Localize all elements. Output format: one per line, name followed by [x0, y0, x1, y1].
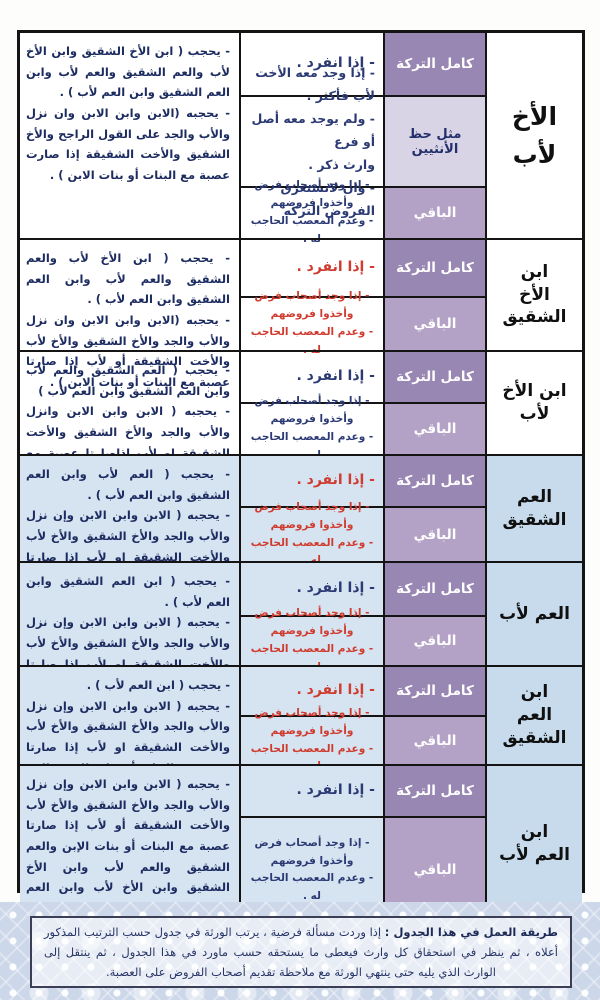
condition-text: - إذا وجد أصحاب فرض وأخذوا فروضهم - وعدم… — [241, 501, 385, 566]
share-label: كامل التركة — [385, 33, 485, 95]
condition-text: - إذا انفرد . — [241, 240, 385, 296]
heir-cell: ابن العم الشقيق — [485, 667, 582, 764]
share-label: الباقي — [385, 404, 485, 454]
share-subrow: الباقي - إذا وجد أصحاب فرض وأخذوا فروضهم… — [241, 290, 485, 356]
heir-cell: ابن الأخ الشقيق — [485, 240, 582, 350]
share-label: مثل حظ الأنثيين — [385, 97, 485, 186]
method-note-box: طريقة العمل في هذا الجدول : إذا وردت مسأ… — [30, 916, 572, 988]
condition-text: - إذا وجد معه الأخت لأب فأكثر . - ولم يو… — [241, 65, 385, 218]
condition-text: - إذا انفرد . — [241, 766, 385, 816]
blocking-rules: - يحجب ( ابن العم الشقيق وابن العم لأب )… — [20, 563, 239, 733]
heir-name: الأخ لأب — [511, 102, 558, 169]
blocking-rules: - يحجب ( ابن الأخ الشقيق وابن الأخ لأب و… — [26, 44, 230, 183]
condition-text: - إذا انفرد . — [241, 33, 385, 95]
share-subrow: كامل التركة - إذا انفرد . — [241, 352, 485, 402]
heir-name: ابن العم الشقيق — [502, 682, 567, 748]
condition-text: - إذا وجد أصحاب فرض وأخذوا فروضهم - وعدم… — [241, 290, 385, 356]
inheritance-table: الأخ لأب كامل التركة - إذا انفرد . مثل ح… — [17, 30, 585, 923]
share-subrow: كامل التركة - إذا انفرد . — [241, 563, 485, 615]
share-label: الباقي — [385, 617, 485, 665]
condition-text: - إذا وجد أصحاب فرض وأخذوا فروضهم - وعدم… — [241, 179, 385, 245]
share-subrow: كامل التركة - إذا انفرد . — [241, 766, 485, 816]
heir-name: ابن الأخ لأب — [502, 381, 567, 424]
heir-cell: العم لأب — [485, 563, 582, 665]
condition-text: - إذا وجد أصحاب فرض وأخذوا فروضهم - وعدم… — [241, 607, 385, 673]
condition-text: - إذا انفرد . — [241, 352, 385, 402]
share-subrow: الباقي - إذا وجد أصحاب فرض وأخذوا فروضهم… — [241, 707, 485, 772]
table-row: العم الشقيق كامل التركة - إذا انفرد . ال… — [20, 454, 582, 605]
share-label: كامل التركة — [385, 240, 485, 296]
table-row: ابن الأخ الشقيق كامل التركة - إذا انفرد … — [20, 238, 582, 390]
condition-text: - إذا انفرد . — [241, 667, 385, 715]
share-subrow: الباقي - إذا وجد أصحاب فرض وأخذوا فروضهم… — [241, 607, 485, 673]
method-note-text: طريقة العمل في هذا الجدول : إذا وردت مسأ… — [44, 922, 558, 982]
heir-name: العم الشقيق — [502, 486, 567, 530]
heir-name: ابن الأخ الشقيق — [502, 261, 567, 328]
heir-cell: العم الشقيق — [485, 456, 582, 561]
share-subrow: الباقي - إذا وجد أصحاب فرض وأخذوا فروضهم… — [241, 501, 485, 566]
share-subrow: كامل التركة - إذا انفرد . — [241, 667, 485, 715]
blocking-rules: - يحجب ( العم لأب وابن العم الشقيق وابن … — [20, 456, 239, 605]
table-row: العم لأب كامل التركة - إذا انفرد . الباق… — [20, 561, 582, 733]
method-note-body: إذا وردت مسألة فرضية ، يرتب الورثة في جد… — [44, 924, 558, 980]
blocking-rules: - يحجبه ( الابن وابن الابن وإن نزل والأب… — [20, 766, 239, 923]
share-label: كامل التركة — [385, 667, 485, 715]
share-condition-column: كامل التركة - إذا انفرد . الباقي - إذا و… — [239, 563, 485, 673]
heir-cell: ابن العم لأب — [485, 766, 582, 923]
table-row: ابن الأخ لأب كامل التركة - إذا انفرد . ا… — [20, 350, 582, 501]
share-label: كامل التركة — [385, 563, 485, 615]
share-condition-column: كامل التركة - إذا انفرد . الباقي - إذا و… — [239, 456, 485, 566]
share-subrow: كامل التركة - إذا انفرد . — [241, 33, 485, 95]
blocking-rules: - يحجب ( العم الشقيق والعم لأب وابن العم… — [26, 363, 230, 501]
heir-name: ابن العم لأب — [499, 822, 570, 866]
share-label: كامل التركة — [385, 766, 485, 816]
heir-name: العم لأب — [499, 603, 570, 624]
condition-text: - إذا وجد أصحاب فرض وأخذوا فروضهم - وعدم… — [241, 395, 385, 461]
share-condition-column: كامل التركة - إذا انفرد . الباقي - إذا و… — [239, 667, 485, 772]
share-label: كامل التركة — [385, 456, 485, 506]
table-row: الأخ لأب كامل التركة - إذا انفرد . مثل ح… — [20, 33, 582, 245]
share-subrow: الباقي - إذا وجد أصحاب فرض وأخذوا فروضهم… — [241, 395, 485, 461]
share-subrow: كامل التركة - إذا انفرد . — [241, 240, 485, 296]
share-condition-column: كامل التركة - إذا انفرد . الباقي - إذا و… — [239, 766, 485, 923]
condition-text: - إذا انفرد . — [241, 563, 385, 615]
share-subrow: كامل التركة - إذا انفرد . — [241, 456, 485, 506]
share-label: الباقي — [385, 298, 485, 350]
blocking-rules: - يحجب ( ابن العم لأب ) . - يحجبه ( الاب… — [20, 667, 239, 816]
share-condition-column: كامل التركة - إذا انفرد . الباقي - إذا و… — [239, 240, 485, 356]
heir-cell: الأخ لأب — [485, 33, 582, 238]
share-subrow: مثل حظ الأنثيين - إذا وجد معه الأخت لأب … — [241, 65, 485, 218]
heir-cell: ابن الأخ لأب — [485, 352, 582, 454]
share-condition-column: كامل التركة - إذا انفرد . مثل حظ الأنثيي… — [239, 33, 485, 245]
table-row: ابن العم لأب كامل التركة - إذا انفرد . ا… — [20, 764, 582, 923]
share-label: الباقي — [385, 188, 485, 238]
share-label: كامل التركة — [385, 352, 485, 402]
condition-text: - إذا انفرد . — [241, 456, 385, 506]
share-subrow: الباقي - إذا وجد أصحاب فرض وأخذوا فروضهم… — [241, 179, 485, 245]
condition-text: - إذا وجد أصحاب فرض وأخذوا فروضهم - وعدم… — [241, 707, 385, 772]
share-label: الباقي — [385, 508, 485, 561]
share-label: الباقي — [385, 717, 485, 764]
share-condition-column: كامل التركة - إذا انفرد . الباقي - إذا و… — [239, 352, 485, 461]
table-row: ابن العم الشقيق كامل التركة - إذا انفرد … — [20, 665, 582, 816]
blocking-rules: - يحجب ( ابن الأخ لأب والعم الشقيق والعم… — [26, 251, 230, 390]
method-note-lead: طريقة العمل في هذا الجدول : — [384, 924, 558, 939]
